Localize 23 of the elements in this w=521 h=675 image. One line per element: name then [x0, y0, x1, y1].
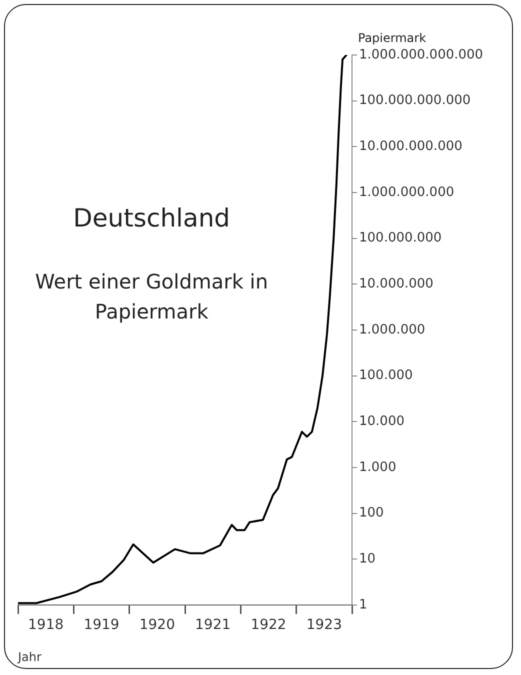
y-tick-label: 100.000.000 [359, 230, 442, 246]
y-tick-label: 10 [359, 552, 376, 567]
y-tick-label: 100 [359, 506, 384, 521]
y-tick-label: 10.000.000.000 [359, 139, 462, 154]
y-tick-label: 10.000 [359, 414, 404, 430]
x-tick-label: 1921 [195, 617, 231, 634]
text: Deutschland [73, 204, 230, 232]
y-tick-label: 1.000.000.000 [359, 184, 454, 200]
x-tick-label: 1922 [250, 617, 286, 634]
y-tick-label: 1 [359, 597, 368, 612]
x-tick-label: 1920 [139, 617, 175, 634]
y-tick-label: 1.000 [359, 460, 396, 475]
y-tick-label: 1.000.000 [359, 322, 426, 338]
x-tick-label: 1923 [306, 617, 342, 634]
x-axis-title: Jahr [17, 650, 42, 664]
y-tick-label: 1.000.000.000.000 [359, 47, 484, 62]
y-tick-label: 100.000 [359, 368, 413, 384]
text: Wert einer Goldmark in Papiermark [35, 269, 268, 324]
y-tick-label: 100.000.000.000 [359, 93, 471, 108]
x-tick-label: 1919 [84, 617, 120, 634]
x-tick-label: 1918 [28, 617, 64, 634]
y-tick-label: 10.000.000 [359, 276, 434, 292]
y-axis-title: Papiermark [358, 31, 426, 46]
